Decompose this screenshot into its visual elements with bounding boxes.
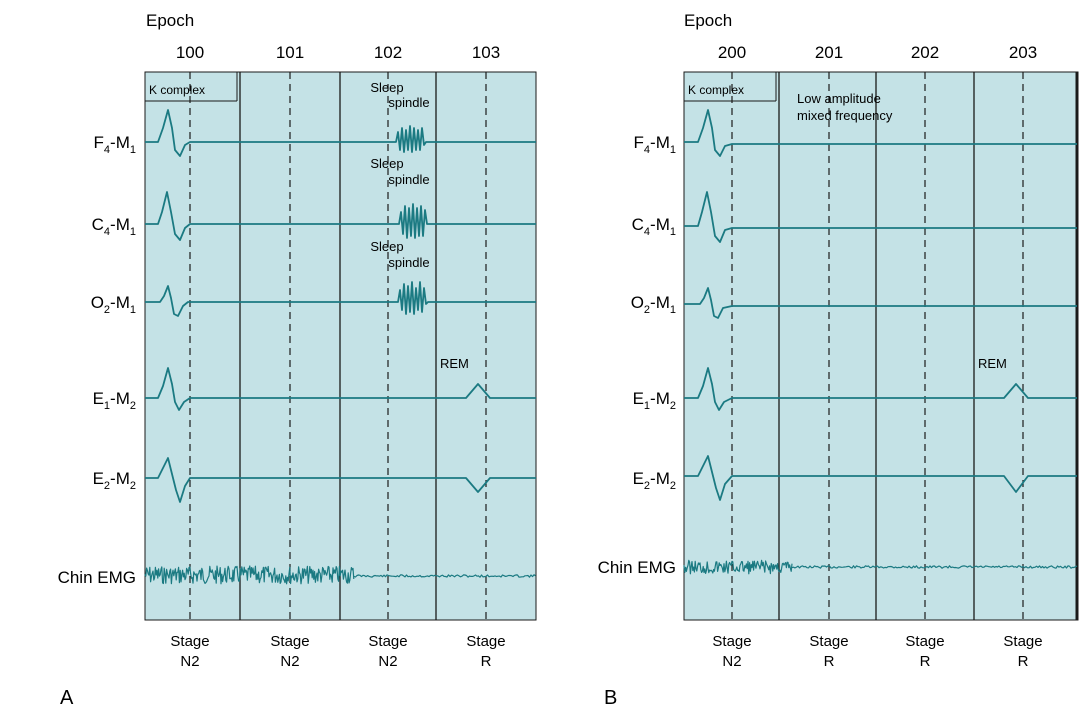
epoch-number: 100 (176, 43, 204, 62)
epoch-number: 201 (815, 43, 843, 62)
trace-c4-m1 (684, 191, 1077, 243)
trace-f4-m1 (684, 109, 1077, 157)
stage-value: N2 (180, 653, 199, 670)
epoch-number: 203 (1009, 43, 1037, 62)
spindle-label: spindle (388, 95, 429, 110)
kcomplex-label: K complex (688, 83, 744, 97)
stage-label: Stage (170, 633, 209, 650)
channel-labels-b: F4-M1 C4-M1 O2-M1 E1-M2 E2-M2 Chin EMG (598, 133, 676, 577)
trace-chin-emg-high (683, 559, 793, 575)
panel-a: Epoch 100 101 102 103 K complex Sleep sp… (60, 11, 537, 709)
channel-label-o2-m1: O2-M1 (631, 293, 676, 316)
stage-label: Stage (712, 633, 751, 650)
stage-label: Stage (809, 633, 848, 650)
channel-label-o2-m1: O2-M1 (91, 293, 136, 316)
kcomplex-label: K complex (149, 83, 205, 97)
stage-label: Stage (368, 633, 407, 650)
panel-b-background (683, 71, 1079, 621)
stage-value: R (920, 653, 931, 670)
channel-label-e2-m2: E2-M2 (633, 469, 676, 492)
trace-chin-emg-high (144, 565, 355, 585)
trace-e1-m2 (145, 367, 536, 411)
stage-label: Stage (466, 633, 505, 650)
channel-labels-a: F4-M1 C4-M1 O2-M1 E1-M2 E2-M2 Chin EMG (58, 133, 136, 587)
epoch-number: 101 (276, 43, 304, 62)
trace-e1-m2 (684, 367, 1077, 411)
trace-o2-m1 (145, 281, 536, 317)
spindle-label: Sleep (370, 156, 403, 171)
channel-label-c4-m1: C4-M1 (632, 215, 676, 238)
rem-label: REM (440, 356, 469, 371)
trace-c4-m1 (145, 191, 536, 241)
low-amplitude-label: Low amplitude (797, 91, 881, 106)
channel-label-e2-m2: E2-M2 (93, 469, 136, 492)
stage-value: R (481, 653, 492, 670)
channel-label-f4-m1: F4-M1 (94, 133, 136, 156)
stage-label: Stage (1003, 633, 1042, 650)
trace-chin-emg-low (791, 565, 1078, 569)
channel-label-chin-emg: Chin EMG (598, 558, 676, 577)
epoch-number: 103 (472, 43, 500, 62)
spindle-label: spindle (388, 255, 429, 270)
stage-label: Stage (270, 633, 309, 650)
rem-label: REM (978, 356, 1007, 371)
stage-value: N2 (722, 653, 741, 670)
trace-o2-m1 (684, 287, 1077, 319)
epoch-number: 102 (374, 43, 402, 62)
spindle-label: Sleep (370, 239, 403, 254)
trace-e2-m2 (684, 455, 1077, 501)
epoch-title-a: Epoch (146, 11, 194, 30)
channel-label-chin-emg: Chin EMG (58, 568, 136, 587)
stage-label: Stage (905, 633, 944, 650)
trace-f4-m1 (145, 109, 536, 157)
channel-label-f4-m1: F4-M1 (634, 133, 676, 156)
spindle-label: Sleep (370, 80, 403, 95)
channel-label-e1-m2: E1-M2 (633, 389, 676, 412)
stage-value: N2 (280, 653, 299, 670)
epoch-number: 200 (718, 43, 746, 62)
epoch-title-b: Epoch (684, 11, 732, 30)
low-amplitude-label: mixed frequency (797, 108, 893, 123)
channel-label-e1-m2: E1-M2 (93, 389, 136, 412)
epoch-number: 202 (911, 43, 939, 62)
spindle-label: spindle (388, 172, 429, 187)
stage-value: N2 (378, 653, 397, 670)
trace-e2-m2 (145, 457, 536, 503)
stage-value: R (824, 653, 835, 670)
channel-label-c4-m1: C4-M1 (92, 215, 136, 238)
panel-b: Epoch 200 201 202 203 K complex Low ampl… (604, 11, 1079, 709)
panel-letter-a: A (60, 687, 74, 709)
panel-letter-b: B (604, 687, 617, 709)
trace-chin-emg-low (353, 574, 536, 578)
stage-value: R (1018, 653, 1029, 670)
